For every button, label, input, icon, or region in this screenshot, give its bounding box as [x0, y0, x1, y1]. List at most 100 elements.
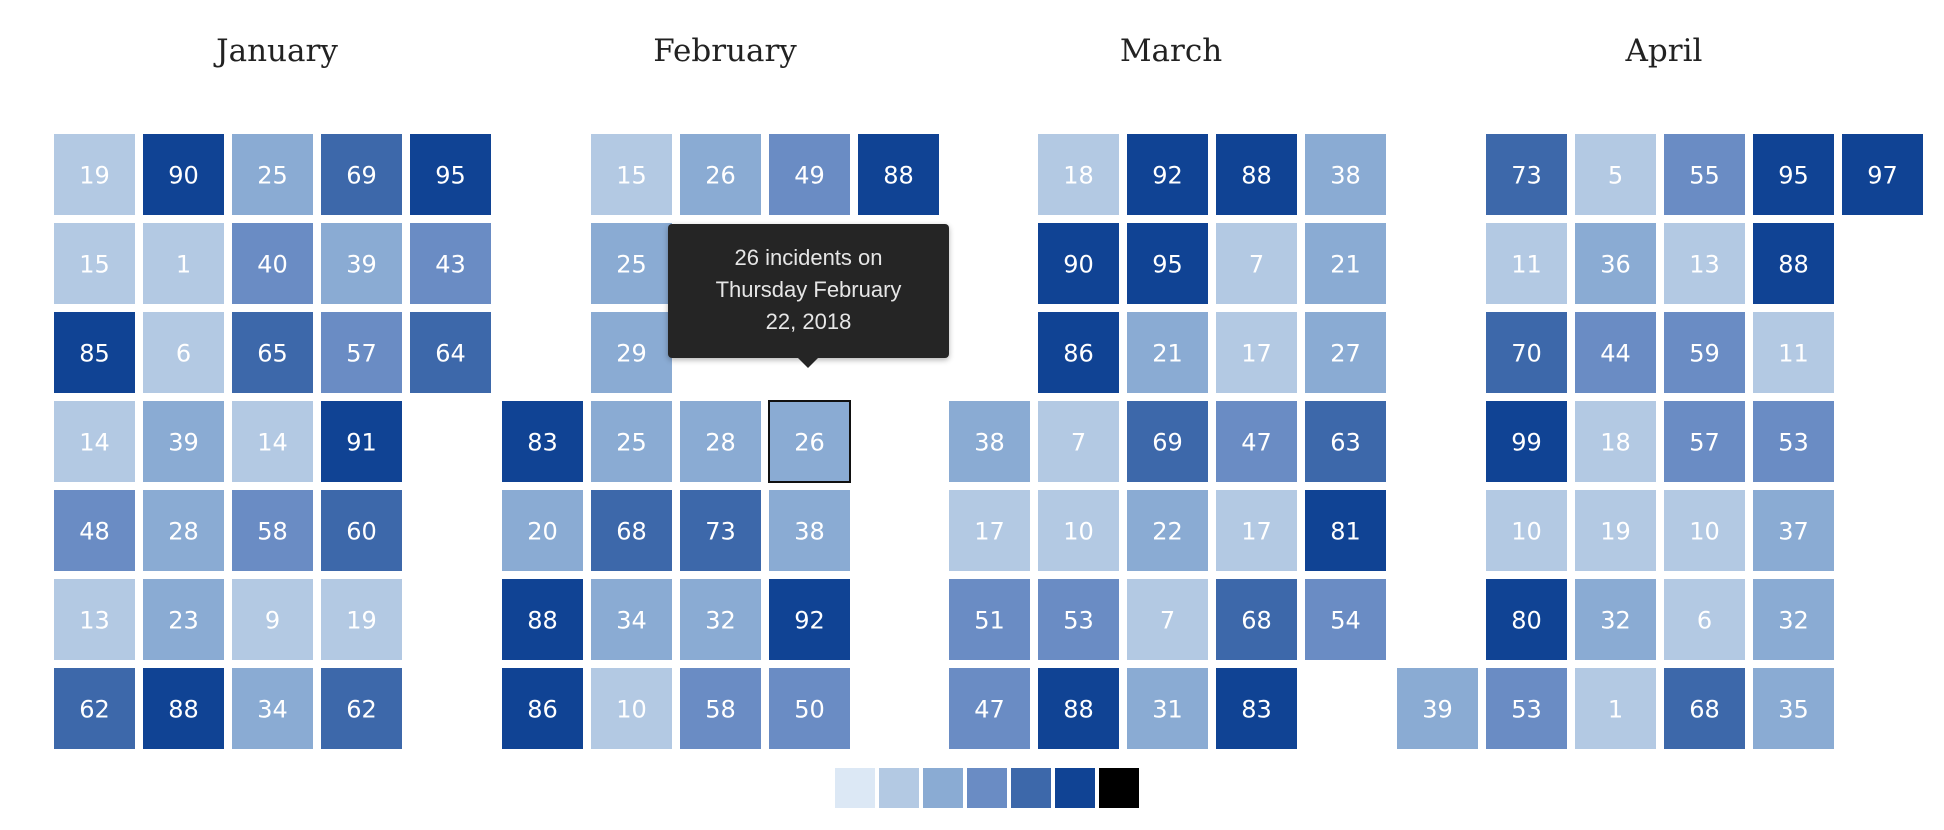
day-cell[interactable] — [1486, 312, 1567, 393]
day-cell[interactable] — [54, 223, 135, 304]
day-cell[interactable] — [680, 490, 761, 571]
day-cell[interactable] — [591, 223, 672, 304]
day-cell[interactable] — [1486, 223, 1567, 304]
day-cell[interactable] — [1216, 490, 1297, 571]
day-cell[interactable] — [1305, 223, 1386, 304]
day-cell[interactable] — [321, 490, 402, 571]
day-cell[interactable] — [1486, 134, 1567, 215]
day-cell[interactable] — [54, 668, 135, 749]
day-cell[interactable] — [1305, 579, 1386, 660]
day-cell[interactable] — [1842, 134, 1923, 215]
day-cell[interactable] — [949, 579, 1030, 660]
day-cell[interactable] — [1486, 668, 1567, 749]
day-cell[interactable] — [1575, 668, 1656, 749]
day-cell[interactable] — [1216, 134, 1297, 215]
day-cell[interactable] — [1753, 579, 1834, 660]
day-cell[interactable] — [1575, 579, 1656, 660]
day-cell[interactable] — [1305, 134, 1386, 215]
day-cell[interactable] — [54, 312, 135, 393]
day-cell[interactable] — [1127, 579, 1208, 660]
day-cell[interactable] — [321, 579, 402, 660]
day-cell[interactable] — [1038, 490, 1119, 571]
day-cell[interactable] — [1127, 312, 1208, 393]
day-cell[interactable] — [321, 668, 402, 749]
day-cell[interactable] — [1486, 490, 1567, 571]
day-cell[interactable] — [1664, 312, 1745, 393]
day-cell[interactable] — [1753, 312, 1834, 393]
day-cell[interactable] — [1038, 579, 1119, 660]
day-cell[interactable] — [232, 490, 313, 571]
day-cell[interactable] — [321, 134, 402, 215]
day-cell[interactable] — [1664, 579, 1745, 660]
day-cell[interactable] — [1664, 490, 1745, 571]
day-cell[interactable] — [591, 490, 672, 571]
day-cell[interactable] — [1575, 312, 1656, 393]
day-cell[interactable] — [232, 401, 313, 482]
day-cell[interactable] — [1216, 401, 1297, 482]
day-cell[interactable] — [502, 668, 583, 749]
day-cell[interactable] — [769, 579, 850, 660]
day-cell[interactable] — [143, 668, 224, 749]
day-cell[interactable] — [1305, 312, 1386, 393]
day-cell[interactable] — [1575, 134, 1656, 215]
day-cell[interactable] — [1753, 134, 1834, 215]
day-cell[interactable] — [1216, 668, 1297, 749]
day-cell[interactable] — [410, 312, 491, 393]
day-cell[interactable] — [680, 401, 761, 482]
day-cell[interactable] — [1038, 312, 1119, 393]
day-cell[interactable] — [591, 579, 672, 660]
day-cell[interactable] — [1127, 134, 1208, 215]
day-cell[interactable] — [502, 401, 583, 482]
day-cell[interactable] — [321, 223, 402, 304]
day-cell[interactable] — [1575, 490, 1656, 571]
day-cell[interactable] — [1216, 579, 1297, 660]
day-cell[interactable] — [54, 401, 135, 482]
day-cell[interactable] — [410, 134, 491, 215]
day-cell[interactable] — [143, 223, 224, 304]
day-cell[interactable] — [769, 490, 850, 571]
day-cell[interactable] — [143, 490, 224, 571]
day-cell[interactable] — [769, 134, 850, 215]
day-cell[interactable] — [1216, 312, 1297, 393]
day-cell[interactable] — [321, 312, 402, 393]
day-cell[interactable] — [1664, 668, 1745, 749]
day-cell[interactable] — [680, 668, 761, 749]
day-cell[interactable] — [502, 579, 583, 660]
day-cell[interactable] — [1127, 668, 1208, 749]
day-cell[interactable] — [591, 134, 672, 215]
day-cell[interactable] — [1305, 401, 1386, 482]
day-cell[interactable] — [1753, 668, 1834, 749]
day-cell[interactable] — [232, 579, 313, 660]
day-cell[interactable] — [1753, 401, 1834, 482]
day-cell[interactable] — [54, 134, 135, 215]
day-cell[interactable] — [1397, 668, 1478, 749]
day-cell[interactable] — [1038, 134, 1119, 215]
day-cell[interactable] — [143, 312, 224, 393]
day-cell[interactable] — [1753, 223, 1834, 304]
day-cell-highlighted[interactable] — [768, 400, 851, 483]
day-cell[interactable] — [232, 223, 313, 304]
day-cell[interactable] — [143, 134, 224, 215]
day-cell[interactable] — [1127, 490, 1208, 571]
day-cell[interactable] — [1486, 401, 1567, 482]
day-cell[interactable] — [1575, 401, 1656, 482]
day-cell[interactable] — [143, 579, 224, 660]
day-cell[interactable] — [591, 668, 672, 749]
day-cell[interactable] — [1486, 579, 1567, 660]
day-cell[interactable] — [1664, 223, 1745, 304]
day-cell[interactable] — [232, 312, 313, 393]
day-cell[interactable] — [1127, 401, 1208, 482]
day-cell[interactable] — [1127, 223, 1208, 304]
day-cell[interactable] — [1038, 223, 1119, 304]
day-cell[interactable] — [1664, 401, 1745, 482]
day-cell[interactable] — [591, 312, 672, 393]
day-cell[interactable] — [321, 401, 402, 482]
day-cell[interactable] — [769, 668, 850, 749]
day-cell[interactable] — [680, 579, 761, 660]
day-cell[interactable] — [232, 134, 313, 215]
day-cell[interactable] — [949, 401, 1030, 482]
day-cell[interactable] — [1664, 134, 1745, 215]
day-cell[interactable] — [1305, 490, 1386, 571]
day-cell[interactable] — [232, 668, 313, 749]
day-cell[interactable] — [1038, 401, 1119, 482]
